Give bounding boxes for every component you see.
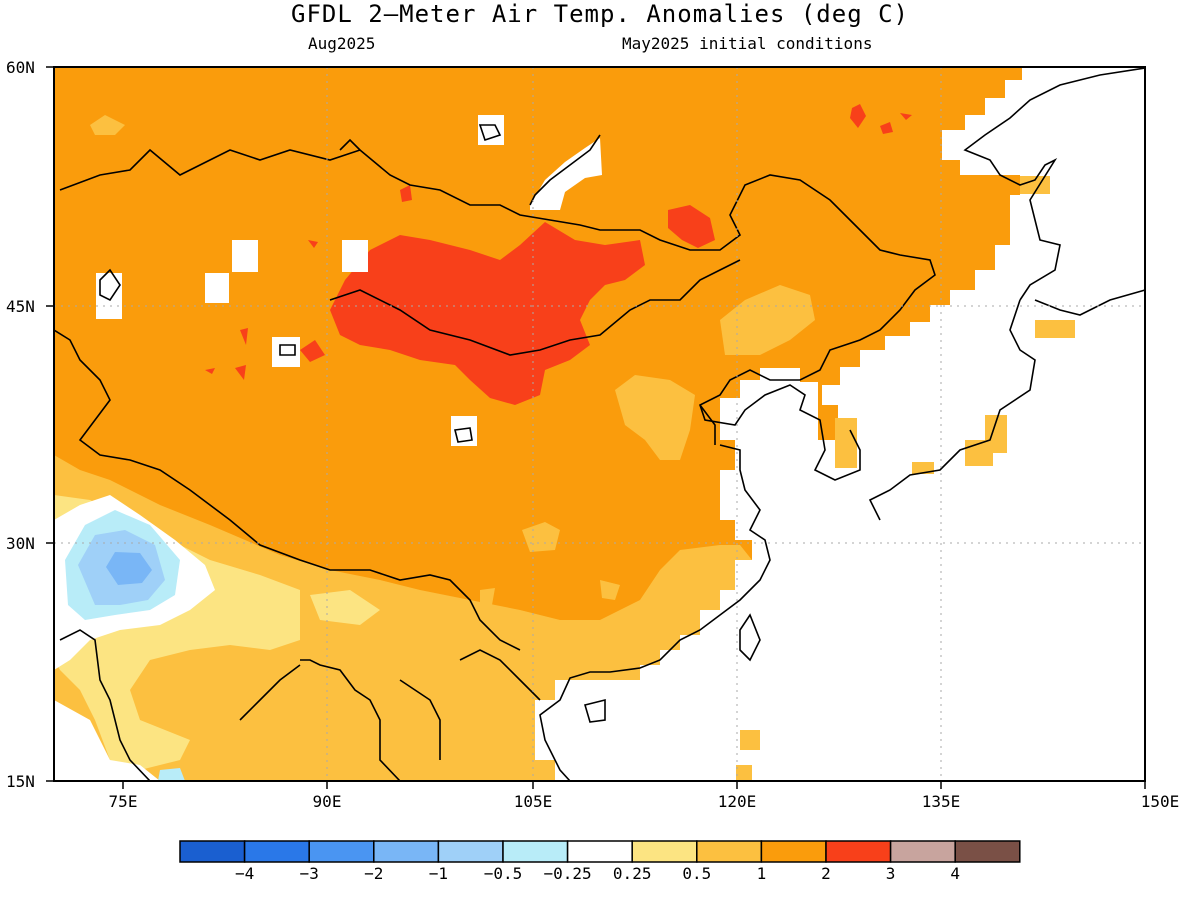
colorbar-tick-label: 2: [821, 864, 831, 883]
colorbar-swatch: [760, 840, 827, 863]
anomaly-field: [54, 67, 1145, 781]
coastlines: [54, 67, 1145, 781]
lon-label-150e: 150E: [1140, 792, 1180, 811]
lat-label-15n: 15N: [6, 772, 35, 791]
colorbar-tick-label: −1: [428, 864, 449, 883]
tick-marks: [46, 66, 1146, 789]
colorbar-tick-label: 0.5: [682, 864, 712, 883]
colorbar-swatch: [825, 840, 892, 863]
lat-label-60n: 60N: [6, 58, 35, 77]
colorbar-tick-label: −4: [234, 864, 255, 883]
lon-label-105e: 105E: [513, 792, 553, 811]
anomaly-region-south-neutral: [54, 700, 160, 781]
colorbar-swatch: [889, 840, 956, 863]
colorbar-tick-label: 3: [885, 864, 896, 883]
lon-label-90e: 90E: [312, 792, 342, 811]
lat-label-45n: 45N: [6, 297, 35, 316]
lon-label-75e: 75E: [108, 792, 138, 811]
initial-conditions: May2025 initial conditions: [622, 34, 873, 53]
colorbar-tick-label: −0.25: [543, 864, 592, 883]
colorbar-swatch: [696, 840, 763, 863]
map-title: GFDL 2—Meter Air Temp. Anomalies (deg C): [291, 0, 909, 28]
anomaly-region-0.25-to-0.5-b: [310, 590, 380, 625]
colorbar-tick-label: 4: [950, 864, 961, 883]
colorbar-tick-label: −0.5: [483, 864, 523, 883]
anomaly-region-0.5-to-1-north: [90, 115, 125, 135]
lat-label-30n: 30N: [6, 534, 35, 553]
colorbar-swatch: [954, 840, 1021, 863]
colorbar-swatch: [179, 840, 246, 863]
colorbar-swatch: [631, 840, 698, 863]
colorbar-tick-label: −2: [364, 864, 384, 883]
gridlines: [54, 67, 1145, 781]
colorbar-swatch: [437, 840, 504, 863]
anomaly-region-minus2-to-minus1: [106, 552, 152, 585]
colorbar-tick-label: −3: [299, 864, 319, 883]
colorbar: [179, 840, 1021, 863]
colorbar-swatch: [308, 840, 375, 863]
lon-label-120e: 120E: [717, 792, 757, 811]
colorbar-tick-label: 0.25: [612, 864, 652, 883]
colorbar-swatch: [373, 840, 440, 863]
colorbar-swatch: [566, 840, 633, 863]
map-frame: [53, 66, 1146, 782]
lon-label-135e: 135E: [921, 792, 961, 811]
colorbar-swatch: [243, 840, 310, 863]
colorbar-tick-label: 1: [756, 864, 767, 883]
anomaly-region-0.5-to-1-south: [54, 455, 752, 781]
anomaly-region-2-to-3: [330, 222, 645, 405]
forecast-month: Aug2025: [308, 34, 376, 53]
colorbar-swatch: [502, 840, 569, 863]
